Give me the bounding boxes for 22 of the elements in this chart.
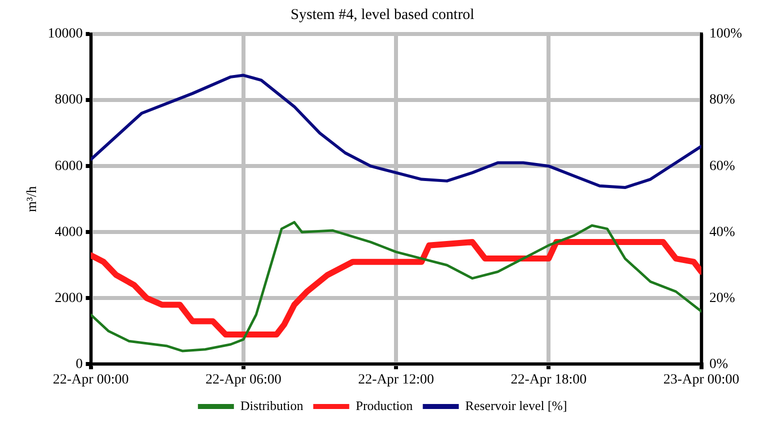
y2-tick-label: 20% <box>709 290 736 306</box>
chart-title: System #4, level based control <box>290 6 474 23</box>
legend-label: Distribution <box>240 398 304 413</box>
x-tick-label: 22-Apr 18:00 <box>510 372 587 388</box>
y-axis-title: m³/h <box>25 186 40 212</box>
y-tick-label: 6000 <box>54 158 83 174</box>
x-tick-label: 22-Apr 06:00 <box>206 372 282 388</box>
y2-tick-label: 0% <box>709 356 728 372</box>
y2-tick-label: 40% <box>709 224 736 240</box>
x-tick-label: 23-Apr 00:00 <box>663 372 740 388</box>
y2-tick-label: 80% <box>709 92 736 108</box>
y-tick-label: 10000 <box>48 26 83 42</box>
y-tick-label: 0 <box>76 356 83 372</box>
y2-tick-label: 60% <box>709 158 736 174</box>
x-tick-label: 22-Apr 12:00 <box>358 372 434 388</box>
legend-label: Production <box>356 398 414 413</box>
y-tick-label: 8000 <box>54 92 83 108</box>
x-tick-label: 22-Apr 00:00 <box>52 372 129 388</box>
y-tick-label: 4000 <box>54 224 83 240</box>
legend-label: Reservoir level [%] <box>465 398 568 413</box>
y-tick-label: 2000 <box>54 290 83 306</box>
y2-tick-label: 100% <box>709 26 742 42</box>
